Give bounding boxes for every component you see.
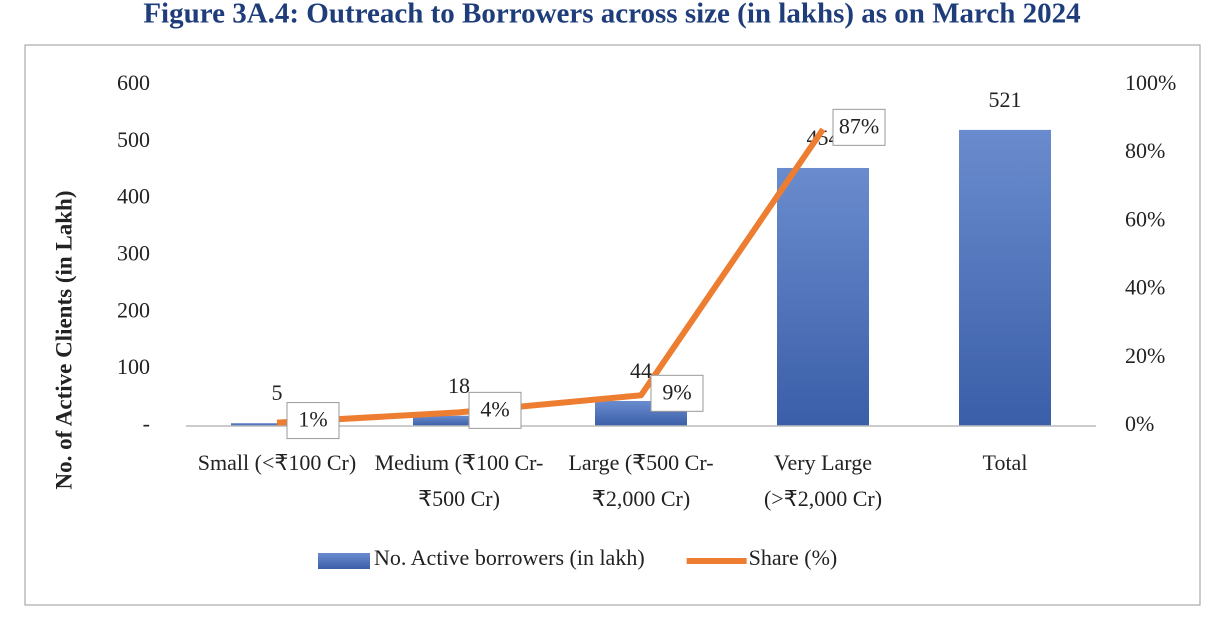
y-tick-label: - [143,411,150,436]
line-value-label: 4% [480,396,509,421]
line-label-box [468,391,522,429]
y-axis-label: No. of Active Clients (in Lakh) [51,191,76,490]
y-tick-label: 600 [117,70,150,95]
chart-frame [24,44,1201,606]
y2-tick-label: 40% [1125,275,1165,300]
line-label-box [650,374,704,412]
y-tick-label: 500 [117,127,150,152]
bar [777,167,869,426]
line-value-label: 9% [662,379,691,404]
y-tick-label: 400 [117,184,150,209]
line-value-label: 1% [298,407,327,432]
y2-tick-label: 0% [1125,411,1154,436]
bar-value-label: 44 [630,358,652,383]
line [276,127,826,426]
x-tick-label: Total [982,450,1028,475]
y2-tick-label: 60% [1125,206,1165,231]
bar [959,129,1051,427]
x-tick-label: Large (₹500 Cr-₹2,000 Cr) [568,450,714,511]
y2-tick-label: 100% [1125,70,1176,95]
y2-tick-label: 20% [1125,343,1165,368]
x-tick-label: Very Large (>₹2,000 Cr) [763,450,883,511]
bar-value-label: 18 [448,373,470,398]
line-label-box [832,108,886,146]
bar [413,415,505,426]
bar [231,423,323,426]
line-label-box [286,402,340,440]
x-tick-label: Small (<₹100 Cr) [197,450,357,475]
y-tick-label: 200 [117,297,150,322]
y-tick-label: 300 [117,241,150,266]
chart-title: Figure 3A.4: Outreach to Borrowers acros… [143,0,1080,30]
legend-swatch [318,553,370,569]
legend-label: No. Active borrowers (in lakh) [374,545,645,570]
legend-label: Share (%) [749,545,838,570]
bar-value-label: 5 [272,380,283,405]
x-tick-label: Medium (₹100 Cr-₹500 Cr) [374,450,544,511]
y2-tick-label: 80% [1125,138,1165,163]
bar-value-label: 521 [989,87,1022,112]
line-value-label: 87% [839,113,879,138]
y-tick-label: 100 [117,354,150,379]
